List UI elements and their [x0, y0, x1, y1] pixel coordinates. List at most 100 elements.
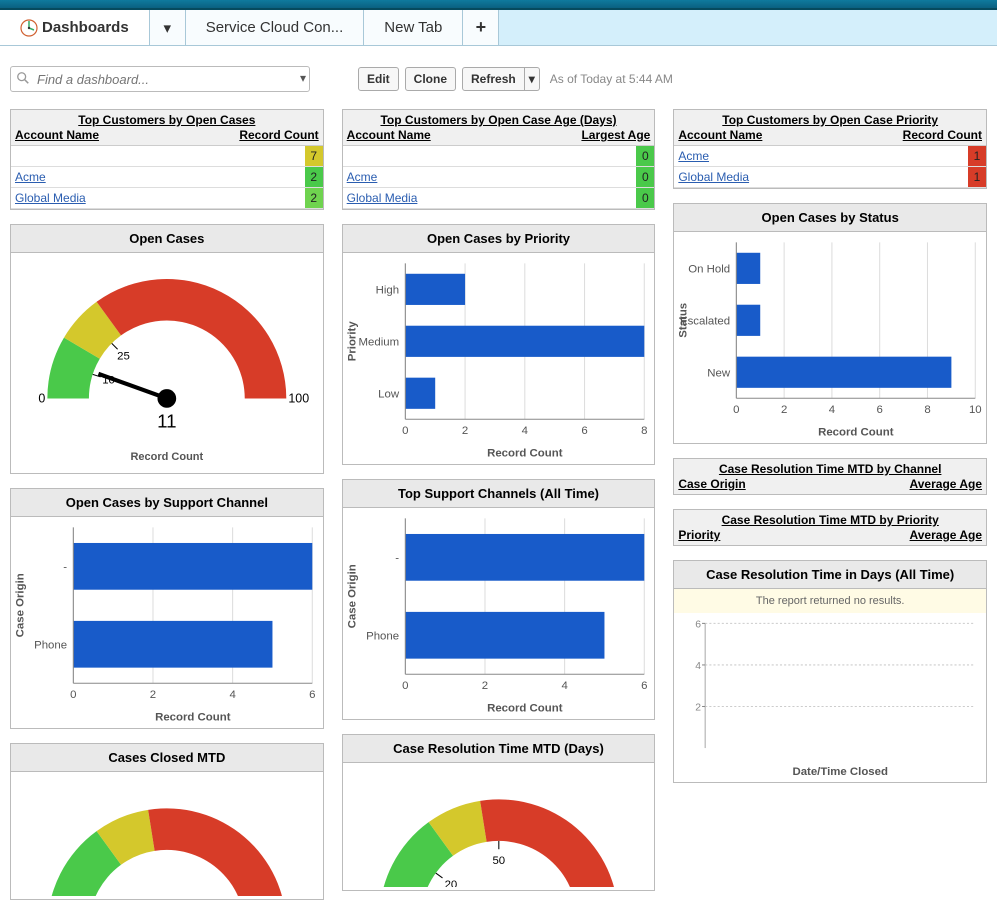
- panel-title: Open Cases by Priority: [343, 225, 655, 253]
- tab-service-cloud[interactable]: Service Cloud Con...: [186, 10, 365, 45]
- svg-text:4: 4: [521, 425, 528, 437]
- svg-text:6: 6: [581, 425, 587, 437]
- panel-title: Case Resolution Time MTD (Days): [343, 735, 655, 763]
- table-resolution-time-channel: Case Resolution Time MTD by Channel Case…: [673, 458, 987, 495]
- svg-text:Priority: Priority: [346, 321, 358, 362]
- value-cell: 0: [636, 167, 654, 187]
- svg-text:4: 4: [561, 680, 568, 692]
- svg-text:100: 100: [288, 392, 309, 406]
- chart-top-support-channels: Top Support Channels (All Time) 0246-Pho…: [342, 479, 656, 720]
- svg-text:0: 0: [38, 392, 45, 406]
- svg-text:0: 0: [734, 404, 740, 416]
- bar-chart: 0246-PhoneRecord CountCase Origin: [343, 508, 655, 716]
- table-title: Top Customers by Open Cases: [11, 110, 323, 128]
- svg-text:20: 20: [444, 879, 457, 887]
- tab-dashboards[interactable]: Dashboards: [0, 10, 150, 45]
- svg-text:6: 6: [309, 689, 315, 701]
- chart-open-cases-status: Open Cases by Status 0246810On HoldEscal…: [673, 203, 987, 444]
- chevron-down-icon[interactable]: ▾: [300, 71, 306, 85]
- value-cell: 0: [636, 146, 654, 166]
- panel-title: Open Cases by Status: [674, 204, 986, 232]
- chevron-down-icon: ▾: [163, 19, 171, 37]
- col-header: Average Age: [910, 528, 982, 542]
- svg-text:2: 2: [481, 680, 487, 692]
- edit-button[interactable]: Edit: [358, 67, 399, 91]
- svg-text:Low: Low: [378, 388, 400, 400]
- col-header: Account Name: [347, 128, 431, 142]
- svg-text:On Hold: On Hold: [689, 264, 731, 276]
- account-link[interactable]: Global Media: [11, 188, 305, 208]
- svg-text:2: 2: [462, 425, 468, 437]
- svg-text:0: 0: [402, 425, 408, 437]
- account-link[interactable]: Global Media: [674, 167, 968, 187]
- tab-strip: Dashboards ▾ Service Cloud Con... New Ta…: [0, 10, 997, 46]
- account-link[interactable]: Global Media: [343, 188, 637, 208]
- search-icon: [16, 71, 30, 85]
- svg-text:Case Origin: Case Origin: [346, 564, 358, 628]
- gauge-cases-closed-mtd: Cases Closed MTD: [10, 743, 324, 901]
- bar-chart: 0246-PhoneRecord CountCase Origin: [11, 517, 323, 725]
- value-cell: 0: [636, 188, 654, 208]
- table-row: Acme0: [343, 167, 655, 188]
- svg-text:2: 2: [150, 689, 156, 701]
- panel-title: Open Cases: [11, 225, 323, 253]
- dashboard-icon: [20, 19, 38, 37]
- table-row: Global Media0: [343, 188, 655, 209]
- table-title: Top Customers by Open Case Priority: [674, 110, 986, 128]
- table-title: Case Resolution Time MTD by Channel: [674, 459, 986, 477]
- table-row: Acme1: [674, 146, 986, 167]
- dashboard-col-1: Top Customers by Open Cases Account Name…: [10, 109, 324, 900]
- panel-title: Cases Closed MTD: [11, 744, 323, 772]
- refresh-button[interactable]: Refresh: [462, 67, 525, 91]
- bar-chart: 0246810On HoldEscalatedNewRecord CountSt…: [674, 232, 986, 440]
- svg-text:4: 4: [229, 689, 236, 701]
- tab-new-tab[interactable]: New Tab: [364, 10, 463, 45]
- svg-text:-: -: [395, 552, 399, 564]
- account-link: [11, 146, 305, 166]
- svg-text:Record Count: Record Count: [155, 712, 231, 724]
- svg-text:8: 8: [925, 404, 931, 416]
- table-row: 0: [343, 146, 655, 167]
- table-row: Acme2: [11, 167, 323, 188]
- table-title: Case Resolution Time MTD by Priority: [674, 510, 986, 528]
- dashboard-col-3: Top Customers by Open Case Priority Acco…: [673, 109, 987, 783]
- chart-case-resolution-time-days: Case Resolution Time in Days (All Time) …: [673, 560, 987, 783]
- refresh-dropdown[interactable]: ▾: [525, 67, 540, 91]
- search-input[interactable]: [10, 66, 310, 92]
- col-header: Account Name: [678, 128, 762, 142]
- table-row: Global Media2: [11, 188, 323, 209]
- svg-text:Record Count: Record Count: [487, 702, 563, 714]
- tab-label: New Tab: [384, 19, 442, 36]
- chart-footer: Record Count: [11, 443, 323, 473]
- value-cell: 2: [305, 188, 323, 208]
- tab-label: Service Cloud Con...: [206, 19, 344, 36]
- table-title: Top Customers by Open Case Age (Days): [343, 110, 655, 128]
- bar-chart: 02468HighMediumLowRecord CountPriority: [343, 253, 655, 461]
- tab-dropdown[interactable]: ▾: [150, 10, 186, 45]
- svg-text:Record Count: Record Count: [487, 448, 563, 460]
- col-header: Record Count: [903, 128, 982, 142]
- account-link[interactable]: Acme: [11, 167, 305, 187]
- tab-label: Dashboards: [42, 19, 129, 36]
- svg-text:2: 2: [696, 702, 702, 713]
- col-header: Record Count: [239, 128, 318, 142]
- svg-text:4: 4: [696, 661, 702, 672]
- value-cell: 2: [305, 167, 323, 187]
- value-cell: 1: [968, 167, 986, 187]
- svg-text:6: 6: [641, 680, 647, 692]
- table-top-customers-open-cases: Top Customers by Open Cases Account Name…: [10, 109, 324, 210]
- table-top-customers-priority: Top Customers by Open Case Priority Acco…: [673, 109, 987, 189]
- value-cell: 1: [968, 146, 986, 166]
- tab-add-button[interactable]: +: [463, 10, 499, 45]
- svg-text:4: 4: [829, 404, 836, 416]
- table-row: 7: [11, 146, 323, 167]
- svg-text:11: 11: [157, 411, 176, 432]
- account-link[interactable]: Acme: [343, 167, 637, 187]
- account-link[interactable]: Acme: [674, 146, 968, 166]
- svg-text:10: 10: [969, 404, 982, 416]
- svg-text:-: -: [63, 562, 67, 574]
- panel-title: Top Support Channels (All Time): [343, 480, 655, 508]
- panel-title: Case Resolution Time in Days (All Time): [674, 561, 986, 589]
- svg-text:2: 2: [781, 404, 787, 416]
- clone-button[interactable]: Clone: [405, 67, 456, 91]
